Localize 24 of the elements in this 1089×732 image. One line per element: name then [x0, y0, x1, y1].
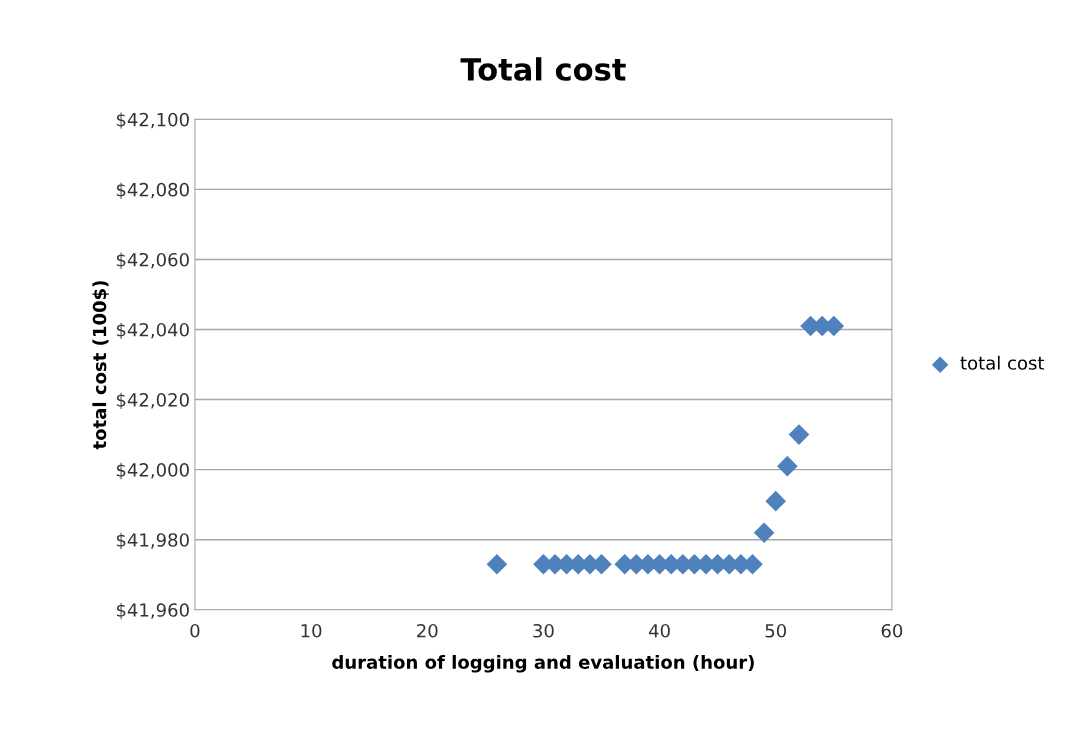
y-tick-label: $42,060 [116, 252, 189, 269]
x-tick-label: 20 [417, 623, 438, 638]
x-tick-label: 30 [533, 623, 554, 638]
legend-label: total cost [960, 355, 1045, 370]
y-tick-label: $42,040 [116, 322, 189, 340]
y-tick-label: $42,100 [116, 112, 189, 129]
point [765, 490, 787, 512]
chart-title: Total cost [460, 57, 626, 81]
y-tick-label: $41,960 [116, 602, 189, 620]
x-tick-label: 50 [765, 623, 787, 638]
x-tick-label: 0 [190, 623, 200, 638]
x-tick-label: 60 [881, 623, 903, 638]
point [777, 455, 798, 477]
y-tick-label: $42,080 [116, 182, 189, 199]
point [753, 522, 775, 543]
point [788, 424, 810, 445]
y-tick-label: $41,980 [116, 532, 189, 550]
y-tick-label: $42,000 [116, 462, 189, 480]
x-axis-title: duration of logging and evaluation (hour) [332, 655, 754, 673]
y-axis-title: total cost (100$) [92, 281, 109, 450]
y-tick-label: $42,020 [116, 392, 189, 410]
x-tick-label: 10 [301, 623, 322, 638]
point [486, 553, 508, 575]
x-tick-label: 40 [648, 623, 670, 638]
